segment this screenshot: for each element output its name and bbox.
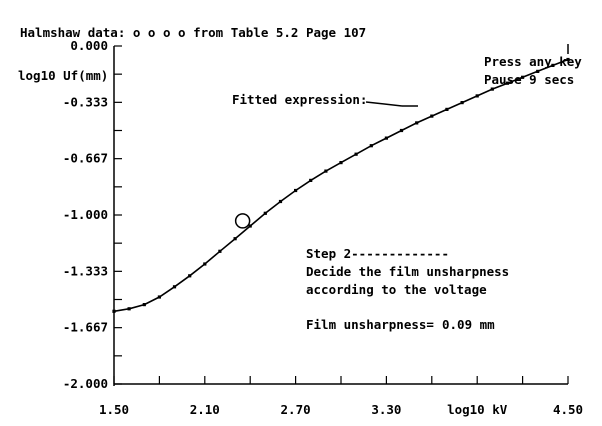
x-tick-label: 2.10 [190,402,220,417]
source-header: Halmshaw data: o o o o from Table 5.2 Pa… [20,25,366,40]
data-point [354,152,358,156]
data-point [278,199,283,204]
film-unsharpness-label: Film unsharpness= [306,317,434,332]
data-point [521,75,525,79]
y-tick-label: -1.000 [63,207,108,222]
chart-layer: 0.000 -0.333 -0.667 -1.000 -1.333 -1.667 -2.00… [63,38,583,417]
data-point [460,101,464,105]
step-line-1: Decide the film unsharpness [306,264,509,279]
data-point [339,161,343,165]
step-title: Step 2------------- [306,246,449,261]
data-point [172,285,177,289]
data-point [536,69,540,73]
data-point [248,224,252,228]
y-tick-label: -0.667 [63,151,108,166]
x-tick-label: 4.50 [553,402,583,417]
prompt-press-any-key: Press any key [484,54,582,69]
data-point [218,249,222,253]
data-point [384,136,388,140]
y-axis-label: log10 Uf(mm) [18,68,108,83]
data-point [399,128,404,133]
data-point [127,307,131,311]
y-tick-label: -1.667 [63,320,108,335]
film-unsharpness-value: 0.09 mm [442,317,495,332]
step-line-2: according to the voltage [306,282,487,297]
cursor-circle-marker [234,213,251,229]
data-point [490,87,494,91]
data-point [430,114,434,118]
data-point [551,63,555,67]
data-point [415,121,419,125]
data-point [112,309,116,313]
annotation-arrow [365,101,403,107]
data-point [203,262,207,266]
data-point [475,94,479,98]
y-tick-label: -0.333 [63,94,108,109]
y-tick-label: 0.000 [70,38,108,53]
x-tick-label: 2.70 [281,402,311,417]
y-tick-label: -2.000 [63,376,108,391]
data-point [294,188,298,193]
fitted-expression-label: Fitted expression: [232,92,367,107]
data-point [233,237,237,241]
x-tick-label: 3.30 [371,402,401,417]
data-point [445,107,449,111]
data-point [142,303,146,307]
data-point [157,295,161,299]
y-tick-label: -1.333 [63,263,108,278]
data-point [505,81,510,85]
data-point [369,144,373,148]
data-point [188,274,192,278]
data-point [309,178,313,182]
data-point [263,211,267,215]
data-point [566,57,570,62]
x-tick-label: 1.50 [99,402,129,417]
data-point [324,169,328,173]
x-axis-label: log10 kV [447,402,508,417]
